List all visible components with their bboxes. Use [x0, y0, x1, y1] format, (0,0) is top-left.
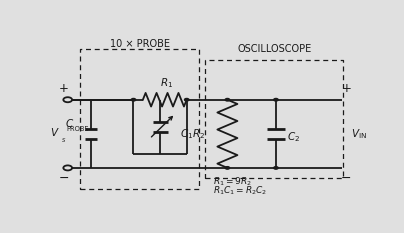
Text: OSCILLOSCOPE: OSCILLOSCOPE — [237, 44, 311, 54]
Circle shape — [185, 99, 189, 101]
Text: $V$: $V$ — [50, 126, 60, 138]
Circle shape — [274, 99, 278, 101]
Text: PROBE: PROBE — [66, 126, 89, 132]
Text: −: − — [341, 172, 351, 185]
Circle shape — [131, 99, 136, 101]
Text: $_{S}$: $_{S}$ — [61, 136, 66, 145]
Text: −: − — [59, 172, 69, 185]
Circle shape — [225, 99, 229, 101]
Text: +: + — [341, 82, 351, 95]
Text: $C$: $C$ — [65, 117, 74, 129]
Circle shape — [274, 167, 278, 169]
Text: $R_2$: $R_2$ — [192, 127, 206, 141]
Text: $R_1 C_1 = R_2 C_2$: $R_1 C_1 = R_2 C_2$ — [213, 185, 267, 198]
Text: $R_1 = 9R_2$: $R_1 = 9R_2$ — [213, 175, 252, 188]
Circle shape — [225, 167, 229, 169]
Text: $C_2$: $C_2$ — [287, 130, 300, 144]
Text: $V_{\mathrm{IN}}$: $V_{\mathrm{IN}}$ — [351, 127, 367, 141]
Text: $R_1$: $R_1$ — [160, 76, 173, 89]
Text: +: + — [59, 82, 69, 95]
Text: 10 × PROBE: 10 × PROBE — [110, 39, 170, 49]
Text: $C_1$: $C_1$ — [181, 127, 194, 141]
